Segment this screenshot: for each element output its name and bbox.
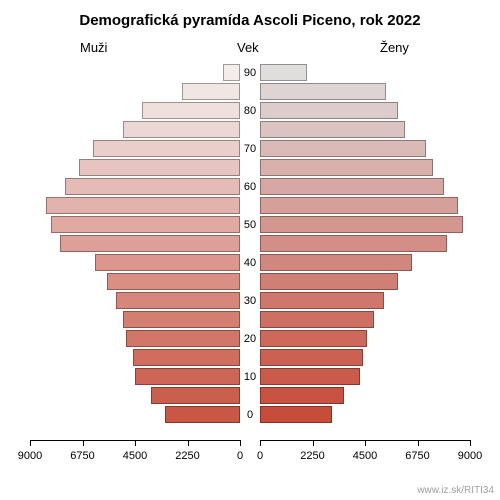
label-men: Muži: [80, 40, 107, 55]
y-tick-label: 90: [240, 67, 260, 79]
x-tick-mark: [30, 440, 31, 446]
bar-row: [30, 197, 470, 214]
bar-men: [182, 83, 240, 100]
bar-men: [126, 330, 240, 347]
bar-row: [30, 83, 470, 100]
y-tick-label: 50: [240, 219, 260, 231]
y-tick-label: 30: [240, 295, 260, 307]
x-tick-label: 0: [237, 450, 243, 462]
bar-women: [260, 235, 447, 252]
bar-men: [46, 197, 240, 214]
y-tick-label: 60: [240, 181, 260, 193]
x-tick-mark: [418, 440, 419, 446]
bar-women: [260, 140, 426, 157]
bar-men: [123, 121, 240, 138]
bar-women: [260, 197, 458, 214]
bar-men: [65, 178, 240, 195]
bar-women: [260, 254, 412, 271]
x-tick-label: 0: [257, 450, 263, 462]
x-tick-label: 4500: [353, 450, 377, 462]
y-tick-label: 80: [240, 105, 260, 117]
x-tick-mark: [240, 440, 241, 446]
bar-women: [260, 64, 307, 81]
bar-women: [260, 121, 405, 138]
bar-women: [260, 102, 398, 119]
bar-women: [260, 292, 384, 309]
bar-row: [30, 159, 470, 176]
bar-men: [116, 292, 240, 309]
bar-women: [260, 159, 433, 176]
bar-men: [107, 273, 240, 290]
bar-women: [260, 273, 398, 290]
x-tick-mark: [135, 440, 136, 446]
bar-men: [133, 349, 240, 366]
x-tick-mark: [313, 440, 314, 446]
x-axis: 0022502250450045006750675090009000: [30, 440, 470, 480]
x-tick-mark: [365, 440, 366, 446]
bar-women: [260, 178, 444, 195]
x-tick-label: 9000: [18, 450, 42, 462]
bar-row: [30, 349, 470, 366]
bar-men: [223, 64, 241, 81]
y-tick-label: 0: [240, 409, 260, 421]
bar-men: [60, 235, 240, 252]
bar-men: [123, 311, 240, 328]
x-tick-mark: [260, 440, 261, 446]
bar-women: [260, 311, 374, 328]
x-tick-label: 6750: [405, 450, 429, 462]
bar-women: [260, 83, 386, 100]
label-women: Ženy: [380, 40, 409, 55]
y-tick-label: 20: [240, 333, 260, 345]
bar-men: [93, 140, 240, 157]
bar-row: [30, 235, 470, 252]
y-tick-label: 70: [240, 143, 260, 155]
bar-men: [79, 159, 240, 176]
chart-plot-area: 0 10 20 30 40 50 60 70 80 90: [30, 58, 470, 438]
bar-row: [30, 121, 470, 138]
y-tick-label: 10: [240, 371, 260, 383]
bar-women: [260, 406, 332, 423]
bar-men: [151, 387, 240, 404]
x-tick-mark: [470, 440, 471, 446]
chart-title: Demografická pyramída Ascoli Piceno, rok…: [0, 12, 500, 29]
x-tick-label: 6750: [70, 450, 94, 462]
bar-women: [260, 368, 360, 385]
label-age: Vek: [237, 40, 259, 55]
x-tick-mark: [188, 440, 189, 446]
bar-row: [30, 387, 470, 404]
bar-men: [135, 368, 240, 385]
footer-url: www.iz.sk/RITI34: [417, 485, 494, 496]
x-tick-mark: [83, 440, 84, 446]
bar-women: [260, 216, 463, 233]
bar-row: [30, 311, 470, 328]
bar-row: [30, 273, 470, 290]
pyramid-chart: Demografická pyramída Ascoli Piceno, rok…: [0, 0, 500, 500]
x-tick-label: 4500: [123, 450, 147, 462]
bar-men: [95, 254, 240, 271]
bar-women: [260, 349, 363, 366]
x-tick-label: 9000: [458, 450, 482, 462]
bar-men: [142, 102, 240, 119]
bar-men: [165, 406, 240, 423]
x-tick-label: 2250: [300, 450, 324, 462]
bar-women: [260, 387, 344, 404]
y-tick-label: 40: [240, 257, 260, 269]
bar-men: [51, 216, 240, 233]
bar-women: [260, 330, 367, 347]
x-tick-label: 2250: [175, 450, 199, 462]
